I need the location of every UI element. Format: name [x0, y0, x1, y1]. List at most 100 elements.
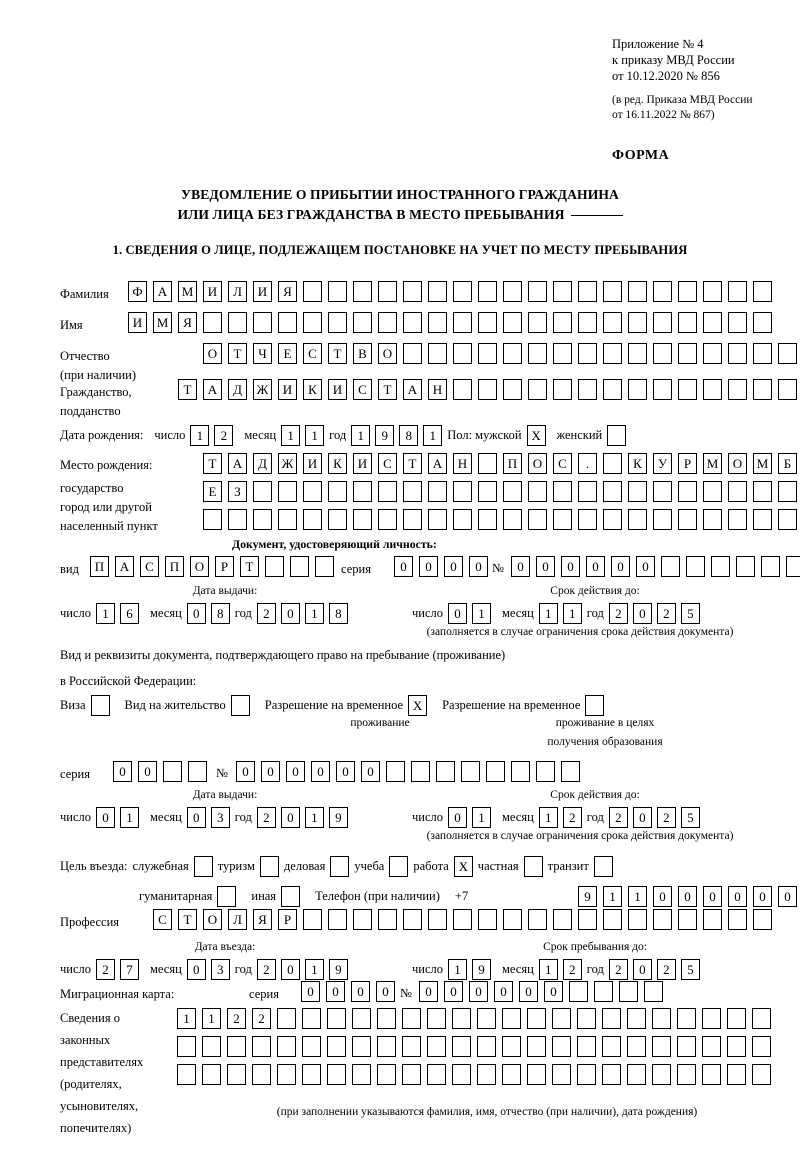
representatives-r2-cell-9[interactable] [377, 1036, 396, 1057]
profession-cell-4[interactable]: Л [228, 909, 247, 930]
name-cell-3[interactable]: Я [178, 312, 197, 333]
birthplace-r3-cell-13[interactable] [503, 509, 522, 530]
entry-month-digit-2[interactable]: 3 [210, 959, 230, 980]
stay-until-year-digit-4[interactable]: 5 [680, 959, 700, 980]
birthplace-r2-cell-1[interactable]: Е [203, 481, 222, 502]
doc-kind-cell-3[interactable]: С [140, 556, 159, 577]
patronymic-cell-21[interactable] [703, 343, 722, 364]
migration-card-number-cell-2[interactable]: 0 [444, 981, 463, 1002]
birthplace-r3-cell-11[interactable] [453, 509, 472, 530]
citizenship-cell-12[interactable] [453, 379, 472, 400]
doc-expire-month-digit-2[interactable]: 1 [562, 603, 582, 624]
birthplace-r3-cell-2[interactable] [228, 509, 247, 530]
birthplace-r1-cell-8[interactable]: С [378, 453, 397, 474]
profession-cell-12[interactable] [428, 909, 447, 930]
representatives-r1-cell-4[interactable]: 2 [252, 1008, 271, 1029]
phone-cell-2[interactable]: 1 [603, 886, 622, 907]
patronymic-cell-20[interactable] [678, 343, 697, 364]
profession-cell-15[interactable] [503, 909, 522, 930]
surname-cell-18[interactable] [553, 281, 572, 302]
representatives-cells-row-2[interactable] [177, 1036, 771, 1057]
doc-number-cell-7[interactable] [661, 556, 680, 577]
surname-cell-25[interactable] [728, 281, 747, 302]
name-cell-5[interactable] [228, 312, 247, 333]
birthplace-r2-cell-10[interactable] [428, 481, 447, 502]
patronymic-cell-17[interactable] [603, 343, 622, 364]
representatives-r1-cell-16[interactable] [552, 1008, 571, 1029]
birthplace-r2-cell-5[interactable] [303, 481, 322, 502]
doc-number-cell-3[interactable]: 0 [561, 556, 580, 577]
migration-card-number-cell-10[interactable] [644, 981, 663, 1002]
citizenship-cell-14[interactable] [503, 379, 522, 400]
birthplace-r1-cell-5[interactable]: И [303, 453, 322, 474]
birth-year-digit-4[interactable]: 1 [423, 425, 443, 446]
birthplace-r3-cell-22[interactable] [728, 509, 747, 530]
citizenship-cell-18[interactable] [603, 379, 622, 400]
purpose-transit-checkbox[interactable] [593, 856, 613, 877]
birthplace-r1-cell-22[interactable]: О [728, 453, 747, 474]
sex-female-checkbox[interactable] [607, 425, 627, 446]
patronymic-cell-8[interactable]: О [378, 343, 397, 364]
birthplace-r2-cell-3[interactable] [253, 481, 272, 502]
stay-until-day-digit-2[interactable]: 9 [472, 959, 492, 980]
birth-year-digit-1[interactable]: 1 [351, 425, 371, 446]
birthplace-r3-cell-1[interactable] [203, 509, 222, 530]
representatives-r3-cell-8[interactable] [352, 1064, 371, 1085]
surname-cell-4[interactable]: И [203, 281, 222, 302]
stay-expire-day-digit-2[interactable]: 1 [472, 807, 492, 828]
doc-number-cell-4[interactable]: 0 [586, 556, 605, 577]
entry-day-digit-1[interactable]: 2 [96, 959, 116, 980]
birthplace-r1-cell-20[interactable]: Р [678, 453, 697, 474]
patronymic-cell-9[interactable] [403, 343, 422, 364]
citizenship-cell-2[interactable]: А [203, 379, 222, 400]
surname-cell-23[interactable] [678, 281, 697, 302]
doc-issue-year-digit-3[interactable]: 1 [304, 603, 324, 624]
doc-number-cell-10[interactable] [736, 556, 755, 577]
representatives-r2-cell-16[interactable] [552, 1036, 571, 1057]
representatives-r1-cell-11[interactable] [427, 1008, 446, 1029]
migration-card-number-cell-1[interactable]: 0 [419, 981, 438, 1002]
citizenship-cell-17[interactable] [578, 379, 597, 400]
profession-cell-22[interactable] [678, 909, 697, 930]
representatives-r2-cell-13[interactable] [477, 1036, 496, 1057]
name-cell-24[interactable] [703, 312, 722, 333]
patronymic-cell-6[interactable]: Т [328, 343, 347, 364]
stay-number-cell-2[interactable]: 0 [261, 761, 280, 782]
doc-number-cell-8[interactable] [686, 556, 705, 577]
representatives-r2-cell-4[interactable] [252, 1036, 271, 1057]
doc-expire-day-digit-2[interactable]: 1 [472, 603, 492, 624]
stay-issue-year-digit-2[interactable]: 0 [280, 807, 300, 828]
patronymic-cell-12[interactable] [478, 343, 497, 364]
birthplace-r2-cell-23[interactable] [753, 481, 772, 502]
birthplace-r3-cell-6[interactable] [328, 509, 347, 530]
phone-cell-3[interactable]: 1 [628, 886, 647, 907]
surname-cell-5[interactable]: Л [228, 281, 247, 302]
birthplace-r3-cell-8[interactable] [378, 509, 397, 530]
profession-cell-5[interactable]: Я [253, 909, 272, 930]
birthplace-r3-cell-9[interactable] [403, 509, 422, 530]
patronymic-cell-19[interactable] [653, 343, 672, 364]
patronymic-cell-16[interactable] [578, 343, 597, 364]
representatives-r3-cell-5[interactable] [277, 1064, 296, 1085]
representatives-r3-cell-4[interactable] [252, 1064, 271, 1085]
representatives-r3-cell-9[interactable] [377, 1064, 396, 1085]
birthplace-r2-cell-18[interactable] [628, 481, 647, 502]
representatives-r3-cell-20[interactable] [652, 1064, 671, 1085]
profession-cell-8[interactable] [328, 909, 347, 930]
representatives-r1-cell-3[interactable]: 2 [227, 1008, 246, 1029]
name-cell-26[interactable] [753, 312, 772, 333]
profession-cell-18[interactable] [578, 909, 597, 930]
phone-cell-5[interactable]: 0 [678, 886, 697, 907]
birthplace-r3-cell-14[interactable] [528, 509, 547, 530]
birthplace-r2-cell-2[interactable]: З [228, 481, 247, 502]
representatives-r3-cell-14[interactable] [502, 1064, 521, 1085]
stay-number-cell-14[interactable] [561, 761, 580, 782]
migration-card-number-cell-6[interactable]: 0 [544, 981, 563, 1002]
representatives-r2-cell-11[interactable] [427, 1036, 446, 1057]
name-cell-4[interactable] [203, 312, 222, 333]
patronymic-cell-24[interactable] [778, 343, 797, 364]
